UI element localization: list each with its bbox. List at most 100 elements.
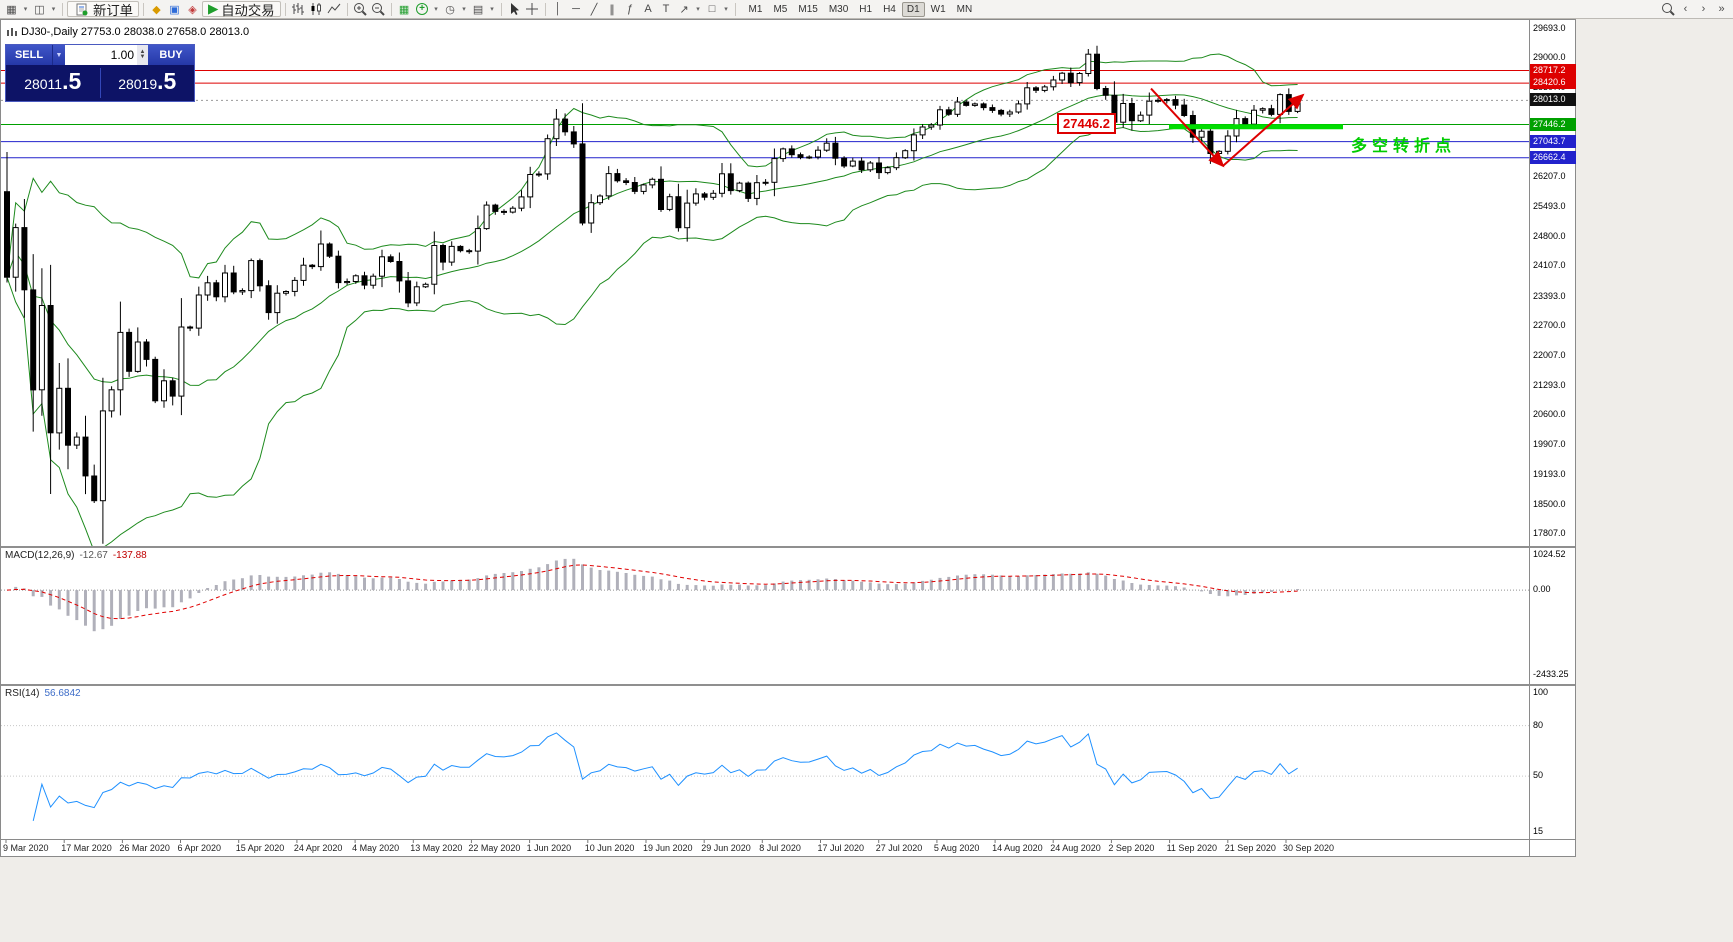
turning-point-note[interactable]: 多空转折点: [1351, 138, 1457, 155]
timeframe-button[interactable]: M15: [793, 2, 822, 17]
volume-down-icon[interactable]: ▼: [139, 54, 146, 60]
timeframe-button[interactable]: M1: [744, 2, 768, 17]
chart-title: DJ30-,Daily 27753.0 28038.0 27658.0 2801…: [21, 26, 250, 38]
channel-tool-icon[interactable]: ∥: [609, 3, 615, 16]
tile-windows-icon[interactable]: ▦: [398, 3, 410, 16]
rsi-indicator-label[interactable]: RSI(14) 56.6842: [5, 688, 81, 699]
fibonacci-tool-icon[interactable]: ƒ: [626, 3, 634, 15]
zoom-in-icon[interactable]: [352, 1, 369, 17]
buy-price-button[interactable]: 28019.5: [101, 65, 195, 101]
timeframe-button[interactable]: MN: [952, 2, 978, 17]
date-label: 29 Jun 2020: [701, 843, 751, 853]
text-tool-icon[interactable]: A: [644, 3, 652, 15]
arrow-tool-dropdown[interactable]: ▾: [696, 6, 700, 13]
buy-price: 28019: [118, 76, 158, 92]
panel-splitter-macd[interactable]: [1, 546, 1575, 548]
price-axis[interactable]: 29693.029000.028307.026207.025493.024800…: [1529, 20, 1576, 856]
candlestick-chart-icon[interactable]: [308, 1, 325, 17]
axis-label: 15: [1533, 826, 1544, 836]
profiles-icon[interactable]: ◫: [34, 3, 45, 16]
price-tag-27446.2: 27446.2: [1530, 117, 1576, 131]
date-label: 6 Apr 2020: [177, 843, 222, 853]
toolbar-scroll-left-icon[interactable]: ‹: [1683, 3, 1688, 15]
add-indicator-dropdown[interactable]: ▾: [434, 6, 438, 13]
new-chart-dropdown[interactable]: ▾: [23, 6, 28, 13]
axis-label: -2433.25: [1533, 669, 1569, 679]
toolbar-separator: [142, 2, 144, 16]
period-icon[interactable]: ◷: [445, 3, 455, 16]
volume-input[interactable]: 1.00: [65, 45, 137, 65]
arrow-tool-icon[interactable]: ↗: [679, 3, 689, 16]
date-label: 11 Sep 2020: [1166, 843, 1217, 853]
date-label: 27 Jul 2020: [875, 843, 923, 853]
add-indicator-glyph: +: [416, 3, 429, 15]
buy-button[interactable]: BUY: [148, 45, 194, 65]
volume-spinner[interactable]: ▲ ▼: [137, 45, 148, 65]
axis-label: 17807.0: [1533, 528, 1566, 538]
text-label-tool-icon[interactable]: T: [662, 3, 670, 15]
vertical-line-tool-icon[interactable]: │: [554, 3, 562, 15]
trend-arrow-1[interactable]: [1150, 87, 1225, 168]
bar-chart-icon[interactable]: [290, 1, 307, 17]
horizontal-line-tool-icon[interactable]: ─: [572, 3, 580, 15]
volume-up-icon[interactable]: ▲: [139, 49, 146, 55]
toolbar-overflow-icon[interactable]: »: [1718, 3, 1725, 15]
axis-label: 80: [1533, 719, 1544, 730]
new-chart-icon[interactable]: ▦: [6, 3, 17, 16]
algo-trading-icon[interactable]: ▣: [169, 3, 180, 16]
date-label: 17 Mar 2020: [61, 843, 112, 853]
shapes-tool-dropdown[interactable]: ▾: [724, 6, 728, 13]
search-icon[interactable]: [1659, 1, 1676, 17]
axis-label: 19907.0: [1533, 438, 1566, 449]
shapes-tool-icon[interactable]: □: [708, 3, 716, 15]
toolbar-separator: [390, 2, 392, 16]
new-order-button[interactable]: 新订单: [67, 1, 139, 18]
signals-icon[interactable]: ◈: [188, 3, 197, 16]
sell-dropdown-icon[interactable]: ▼: [52, 45, 65, 65]
date-axis[interactable]: 9 Mar 2020 17 Mar 2020 26 Mar 2020 6 Apr 20…: [1, 840, 1529, 856]
timeframe-button[interactable]: W1: [926, 2, 951, 17]
template-dropdown[interactable]: ▾: [490, 6, 494, 13]
add-indicator-icon[interactable]: +: [414, 1, 431, 17]
new-order-label: 新订单: [93, 2, 133, 18]
axis-label: 50: [1533, 770, 1544, 781]
toolbar-separator: [544, 2, 546, 16]
timeframe-button[interactable]: D1: [901, 1, 925, 17]
autotrade-button[interactable]: ▶ 自动交易: [201, 1, 281, 18]
profiles-dropdown[interactable]: ▾: [51, 6, 56, 13]
panel-splitter-rsi[interactable]: [1, 684, 1575, 686]
axis-label: 22007.0: [1533, 349, 1566, 360]
trendline-tool-icon[interactable]: ╱: [590, 3, 598, 16]
sell-price-button[interactable]: 28011.5: [6, 65, 100, 101]
timeframe-button[interactable]: M5: [768, 2, 792, 17]
price-tag-annotation[interactable]: 27446.2: [1057, 113, 1116, 134]
axis-label: 24800.0: [1533, 230, 1566, 241]
cursor-icon[interactable]: [506, 1, 523, 17]
timeframe-button[interactable]: M30: [824, 2, 853, 17]
date-label: 10 Jun 2020: [584, 843, 635, 853]
crosshair-icon[interactable]: [524, 1, 541, 17]
chart-plot-area[interactable]: [1, 20, 1529, 856]
zoom-out-icon[interactable]: [370, 1, 387, 17]
toolbar-scroll-right-icon[interactable]: ›: [1701, 3, 1706, 15]
toolbar-separator: [500, 2, 502, 16]
toolbar-separator: [734, 2, 736, 16]
mql5-icon[interactable]: ◆: [152, 3, 161, 16]
new-order-icon: [73, 1, 90, 17]
trend-arrow-2[interactable]: [1222, 93, 1305, 167]
sell-button[interactable]: SELL: [6, 45, 52, 65]
one-click-trading-panel: SELL ▼ 1.00 ▲ ▼ BUY 28011.5 28019.5: [5, 44, 195, 102]
price-tag-26662.4: 26662.4: [1530, 150, 1576, 164]
timeframe-button[interactable]: H4: [878, 2, 901, 17]
macd-indicator-label[interactable]: MACD(12,26,9) -12.67 -137.88: [5, 550, 147, 561]
template-icon[interactable]: ▤: [472, 3, 484, 16]
axis-label: 22700.0: [1533, 320, 1566, 331]
timeframe-button[interactable]: H1: [854, 2, 877, 17]
period-dropdown[interactable]: ▾: [462, 6, 466, 13]
date-label: 13 May 2020: [410, 843, 463, 853]
date-label: 9 Mar 2020: [3, 843, 49, 853]
main-toolbar: ▦ ▾ ◫ ▾ 新订单 ◆ ▣ ◈ ▶ 自动交易 ▦ + ▾ ◷ ▾ ▤ ▾ │ ─ ╱ …: [0, 0, 1733, 19]
date-label: 4 May 2020: [352, 843, 400, 853]
line-chart-icon[interactable]: [326, 1, 343, 17]
axis-label: 18500.0: [1533, 498, 1566, 509]
